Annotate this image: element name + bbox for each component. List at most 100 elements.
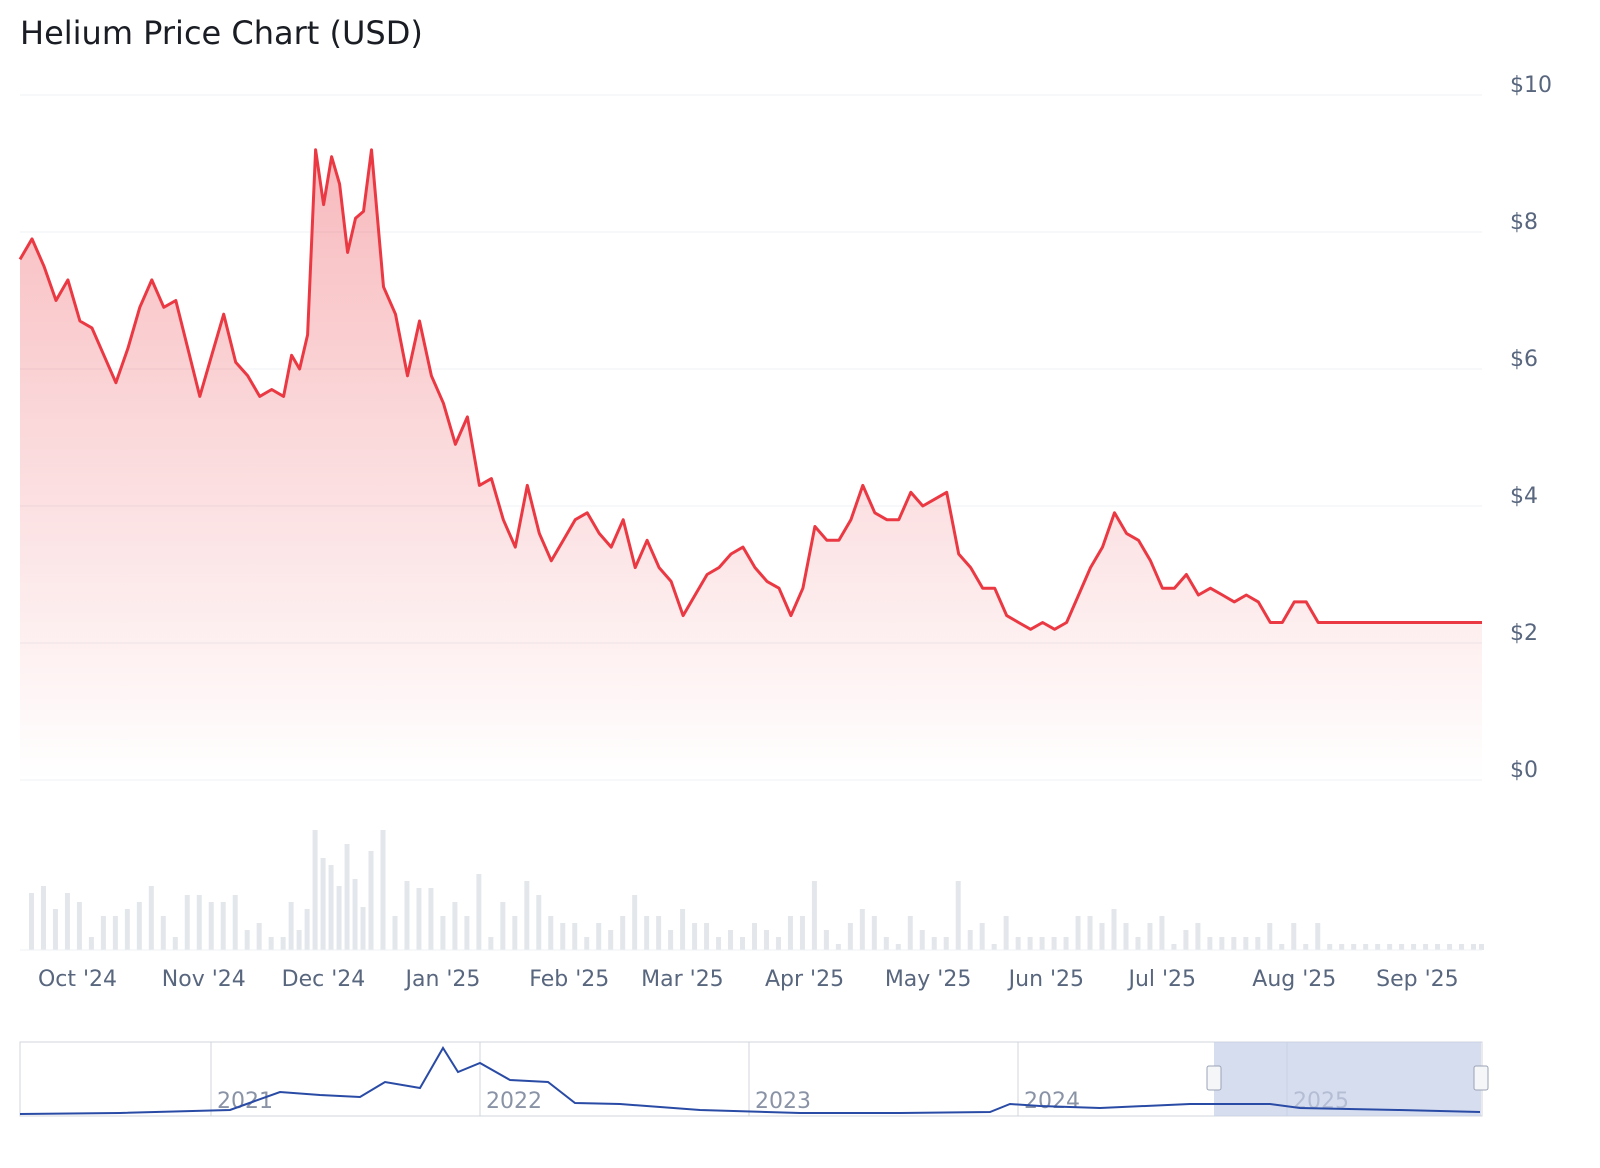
volume-bar xyxy=(716,937,722,950)
volume-bar xyxy=(280,937,286,950)
volume-bar xyxy=(124,909,130,950)
volume-bar xyxy=(1159,916,1165,950)
volume-bar xyxy=(320,858,326,950)
volume-bar xyxy=(244,930,250,950)
volume-bar xyxy=(871,916,877,950)
volume-bar xyxy=(1279,944,1285,950)
volume-bar xyxy=(380,830,386,950)
volume-bar xyxy=(360,907,366,950)
volume-bar xyxy=(328,865,334,950)
volume-bar xyxy=(336,886,342,950)
x-tick-label: Jan '25 xyxy=(403,967,480,992)
x-tick-label: Oct '24 xyxy=(38,967,117,992)
volume-bar xyxy=(1147,923,1153,950)
volume-bar xyxy=(1027,937,1033,950)
volume-bar xyxy=(859,909,865,950)
volume-bar xyxy=(416,888,422,950)
volume-bar xyxy=(620,916,626,950)
volume-bar xyxy=(572,923,578,950)
volume-bar xyxy=(524,881,530,950)
volume-bar xyxy=(943,937,949,950)
volume-bar xyxy=(560,923,566,950)
volume-bar xyxy=(1315,923,1321,950)
volume-bar xyxy=(811,881,817,950)
volume-bar xyxy=(268,937,274,950)
volume-bar xyxy=(692,923,698,950)
volume-bar xyxy=(1219,937,1225,950)
x-tick-label: Feb '25 xyxy=(529,967,609,992)
volume-bar xyxy=(1291,923,1297,950)
volume-bar xyxy=(740,937,746,950)
x-tick-label: Jul '25 xyxy=(1126,967,1196,992)
volume-bar xyxy=(1099,923,1105,950)
volume-bar xyxy=(1459,944,1465,950)
volume-bar xyxy=(184,895,190,950)
volume-bar xyxy=(1063,937,1069,950)
volume-bar xyxy=(392,916,398,950)
volume-bar xyxy=(1135,937,1141,950)
y-axis: $0 $2 $4 $6 $8 $10 xyxy=(1510,73,1552,783)
volume-bar xyxy=(404,881,410,950)
navigator-line xyxy=(19,1046,1481,1115)
volume-bar xyxy=(775,937,781,950)
price-line xyxy=(18,148,1482,631)
volume-bar xyxy=(220,902,226,950)
y-tick-label: $6 xyxy=(1510,347,1538,372)
volume-bar xyxy=(584,937,590,950)
volume-bar xyxy=(88,937,94,950)
volume-bar xyxy=(1435,944,1441,950)
price-area xyxy=(20,149,1482,781)
volume-bar xyxy=(1339,944,1345,950)
volume-bar xyxy=(787,916,793,950)
x-tick-label: Nov '24 xyxy=(162,967,246,992)
x-tick-label: Dec '24 xyxy=(282,967,366,992)
x-tick-label: May '25 xyxy=(885,967,972,992)
x-tick-label: Aug '25 xyxy=(1252,967,1336,992)
volume-bar xyxy=(1471,944,1477,950)
range-navigator[interactable]: 20212022202320242025 xyxy=(19,1041,1489,1117)
volume-bar xyxy=(668,930,674,950)
volume-bar xyxy=(428,888,434,950)
volume-bar xyxy=(232,895,238,950)
volume-bar xyxy=(596,923,602,950)
volume-bar xyxy=(548,916,554,950)
volume-bar xyxy=(883,937,889,950)
volume-bar xyxy=(312,830,318,950)
volume-bar xyxy=(799,916,805,950)
volume-bar xyxy=(148,886,154,950)
navigator-handle[interactable] xyxy=(1206,1065,1222,1091)
page-title: Helium Price Chart (USD) xyxy=(20,14,423,52)
volume-bar xyxy=(76,902,82,950)
navigator-handle[interactable] xyxy=(1473,1065,1489,1091)
volume-bar xyxy=(847,923,853,950)
volume-bar xyxy=(1423,944,1429,950)
volume-bar xyxy=(979,923,985,950)
volume-bar xyxy=(1231,937,1237,950)
volume-bar xyxy=(644,916,650,950)
x-tick-label: Apr '25 xyxy=(765,967,844,992)
volume-bar xyxy=(1267,923,1273,950)
volume-bar xyxy=(1363,944,1369,950)
volume-bar xyxy=(895,944,901,950)
volume-bar xyxy=(1447,944,1453,950)
y-tick-label: $4 xyxy=(1510,484,1538,509)
volume-bar xyxy=(955,881,961,950)
volume-bar xyxy=(632,895,638,950)
volume-bar xyxy=(656,916,662,950)
y-tick-label: $8 xyxy=(1510,210,1538,235)
volume-bar xyxy=(1171,944,1177,950)
volume-bar xyxy=(931,937,937,950)
volume-bar xyxy=(608,930,614,950)
volume-bar xyxy=(196,895,202,950)
volume-bar xyxy=(28,893,34,950)
volume-bar xyxy=(907,916,913,950)
volume-bar xyxy=(1327,944,1333,950)
volume-bar xyxy=(704,923,710,950)
volume-bar xyxy=(1375,944,1381,950)
volume-bar xyxy=(536,895,542,950)
volume-bar xyxy=(172,937,178,950)
volume-bar xyxy=(464,916,470,950)
volume-bar xyxy=(1003,916,1009,950)
volume-bar xyxy=(919,930,925,950)
